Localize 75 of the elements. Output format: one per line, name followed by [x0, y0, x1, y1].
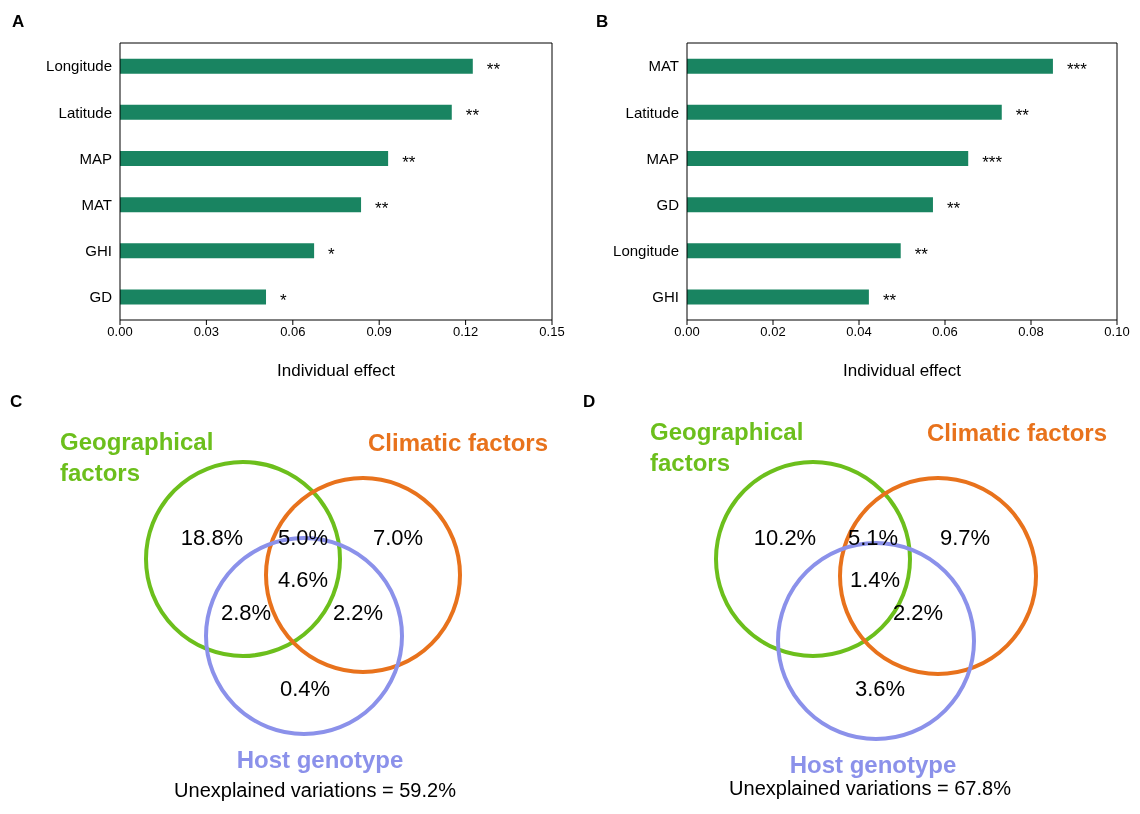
data-label: ***: [1066, 60, 1088, 80]
text: 7.0%: [372, 525, 424, 550]
x-tick-label: 0.06: [280, 324, 306, 340]
bar: [687, 197, 933, 213]
category-label: Climatic factors: [368, 428, 550, 458]
data-label: **: [882, 291, 897, 311]
data-label: **: [914, 244, 929, 264]
x-tick-label: 0.09: [366, 324, 392, 340]
bar: [687, 289, 869, 305]
x-tick-label: 0.00: [107, 324, 133, 340]
y-tick-label: Latitude: [625, 103, 679, 121]
data-label: ***: [982, 152, 1003, 172]
data-label: **: [375, 198, 389, 218]
chart-title: A: [12, 12, 25, 32]
text: 4.6%: [277, 567, 329, 592]
y-tick-label: GD: [656, 195, 680, 213]
data-label: **: [1015, 106, 1030, 126]
category-label: Climatic factors: [927, 418, 1109, 448]
bar: [687, 104, 1002, 120]
y-tick-label: MAT: [648, 57, 679, 75]
text: 18.8%: [180, 525, 244, 550]
chart-title: B: [596, 12, 609, 32]
x-tick-label: 0.03: [193, 324, 220, 340]
y-tick-label: GD: [89, 288, 113, 306]
x-tick-label: 0.15: [539, 324, 565, 340]
data-label: **: [946, 198, 961, 218]
y-tick-label: GHI: [652, 288, 679, 306]
x-tick-label: 0.12: [452, 324, 479, 340]
text: 10.2%: [753, 525, 817, 550]
text: 2.8%: [220, 600, 272, 625]
data-label: **: [465, 106, 480, 126]
text: Unexplained variations = 59.2%: [173, 778, 457, 802]
text: C: [10, 392, 23, 412]
category-label: Host genotype: [788, 750, 958, 780]
text: 2.2%: [332, 600, 384, 625]
text: 1.4%: [849, 567, 901, 592]
data-label: *: [328, 244, 336, 264]
y-tick-label: MAT: [81, 195, 112, 213]
text: 3.6%: [854, 676, 906, 701]
bar: [120, 58, 473, 74]
bar: [120, 151, 389, 167]
bar: [687, 58, 1053, 74]
data-label: *: [280, 291, 288, 311]
y-tick-label: MAP: [79, 149, 112, 167]
x-tick-label: 0.06: [932, 324, 958, 340]
bar: [687, 243, 901, 259]
y-tick-label: Latitude: [58, 103, 112, 121]
bar: [120, 243, 315, 259]
bar: [687, 151, 969, 167]
x-tick-label: 0.08: [1018, 324, 1044, 340]
data-label: **: [402, 152, 416, 172]
x-axis-title: Individual effect: [843, 361, 962, 380]
y-tick-label: Longitude: [46, 57, 112, 75]
y-tick-label: MAP: [646, 149, 679, 167]
x-tick-label: 0.10: [1104, 324, 1130, 340]
text: Unexplained variations = 67.8%: [728, 777, 1012, 800]
x-tick-label: 0.02: [760, 324, 786, 340]
bar: [120, 197, 362, 213]
x-tick-label: 0.04: [846, 324, 872, 340]
text: 0.4%: [279, 676, 331, 701]
text: 5.0%: [277, 525, 329, 550]
data-label: **: [486, 60, 501, 80]
x-axis-title: Individual effect: [277, 361, 396, 380]
text: 5.1%: [847, 525, 899, 550]
bar: [120, 289, 267, 305]
bar: [120, 104, 452, 120]
category-label: Geographical factors: [60, 427, 215, 488]
text: D: [583, 392, 596, 412]
y-tick-label: Longitude: [613, 242, 679, 260]
text: 2.2%: [892, 600, 944, 625]
category-label: Host genotype: [235, 745, 405, 775]
category-label: Geographical factors: [650, 417, 805, 478]
y-tick-label: GHI: [85, 242, 112, 260]
text: 9.7%: [939, 525, 991, 550]
x-tick-label: 0.00: [674, 324, 700, 340]
